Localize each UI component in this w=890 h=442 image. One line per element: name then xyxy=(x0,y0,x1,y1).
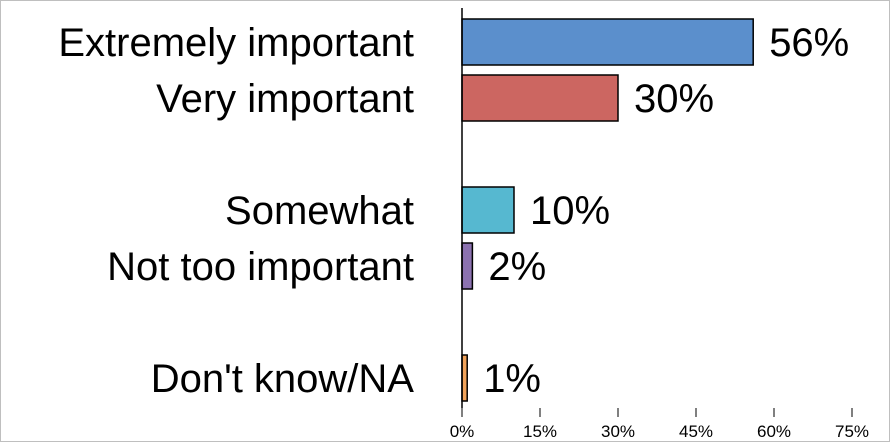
x-tick-label: 30% xyxy=(601,422,635,441)
labels-layer: Extremely important 56% Very important 30% S… xyxy=(58,21,849,401)
axis-layer: 0% 15% 30% 45% 60% 75% xyxy=(450,8,869,441)
bar-somewhat xyxy=(461,186,515,234)
category-label: Don't know/NA xyxy=(151,357,415,401)
value-label: 10% xyxy=(530,189,610,233)
x-tick-label: 0% xyxy=(450,422,475,441)
bar-not-too-important xyxy=(461,242,474,290)
bar-extremely-important xyxy=(461,18,754,66)
x-tick-label: 15% xyxy=(523,422,557,441)
bar-don-t-know-na xyxy=(461,354,468,402)
category-label: Very important xyxy=(156,77,414,121)
category-label: Somewhat xyxy=(225,189,414,233)
bars-layer xyxy=(461,18,754,402)
x-tick-label: 75% xyxy=(835,422,869,441)
bar-very-important xyxy=(461,74,619,122)
value-label: 30% xyxy=(634,77,714,121)
category-label: Not too important xyxy=(107,245,414,289)
value-label: 1% xyxy=(483,357,541,401)
value-label: 2% xyxy=(488,245,546,289)
category-label: Extremely important xyxy=(58,21,414,65)
x-tick-label: 60% xyxy=(757,422,791,441)
value-label: 56% xyxy=(769,21,849,65)
x-tick-label: 45% xyxy=(679,422,713,441)
